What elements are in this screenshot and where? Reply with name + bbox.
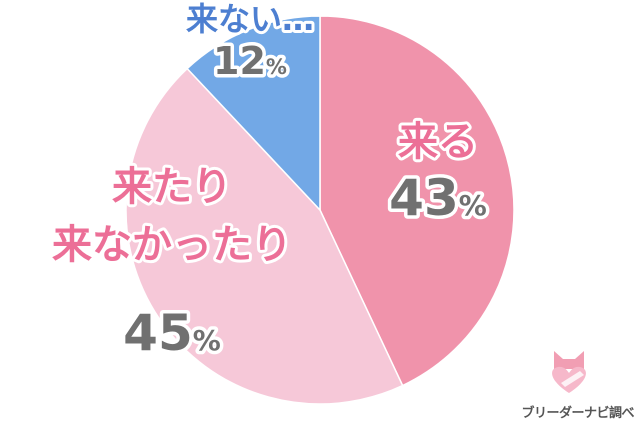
slice-label-1-line-1: 来る <box>398 119 478 165</box>
pie-slice-1 <box>319 15 515 387</box>
brand-watermark: ブリーダーナビ調べ <box>504 343 634 423</box>
slice-label-2-line-1: 来たり <box>112 164 232 210</box>
slice-label-2-line-2: 来なかったり <box>52 222 292 268</box>
slice-label-group-3: 来ない…12% <box>183 0 317 87</box>
slice-label-3-line-1: 来ない… <box>186 0 314 38</box>
brand-text: ブリーダーナビ調べ <box>521 406 634 421</box>
slice-value-2: 45% <box>123 304 221 362</box>
slice-value-3: 12% <box>213 39 287 83</box>
pie-slice-2 <box>125 67 404 405</box>
pie-slices <box>125 15 515 405</box>
slice-value-1: 43% <box>389 169 487 227</box>
pie-slice-3 <box>186 15 321 212</box>
cat-heart-icon <box>552 351 586 393</box>
